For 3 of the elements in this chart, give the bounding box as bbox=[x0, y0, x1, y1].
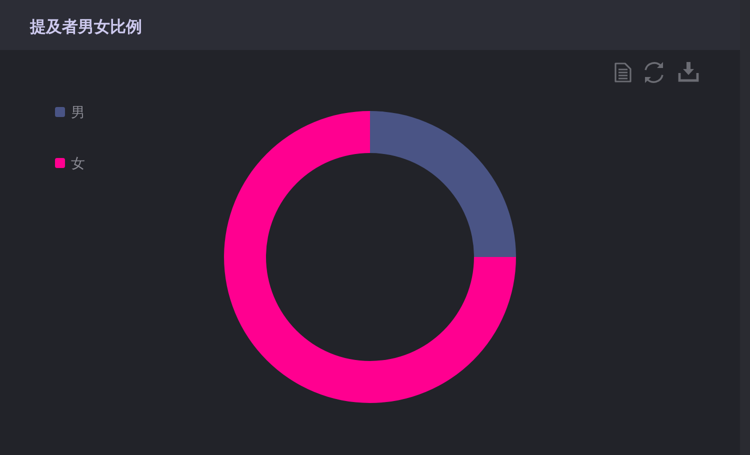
legend-label: 男 bbox=[71, 105, 85, 121]
legend-label: 女 bbox=[71, 156, 85, 172]
title: 提及者男女比例 bbox=[30, 17, 142, 36]
